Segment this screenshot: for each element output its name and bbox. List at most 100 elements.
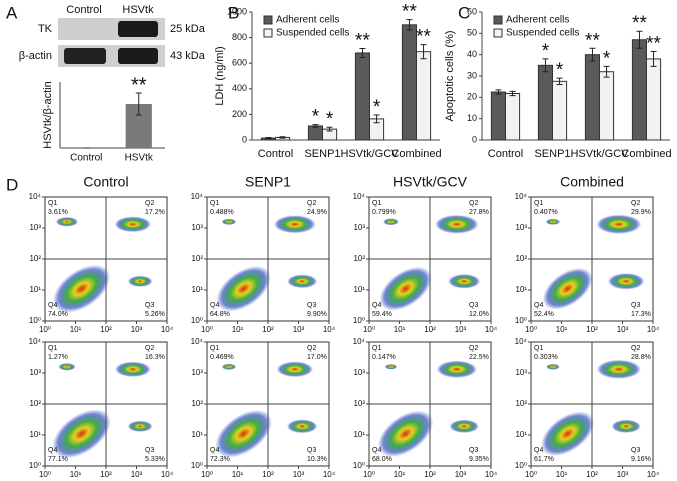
bar xyxy=(599,71,615,141)
quadrant-value: 68.0% xyxy=(372,456,392,463)
x-tick-label: 10⁰ xyxy=(39,325,51,334)
blot-size: 25 kDa xyxy=(170,23,206,35)
quadrant-value: 59.4% xyxy=(372,311,392,318)
x-tick-label: 10⁰ xyxy=(363,470,375,479)
quadrant-value: 17.2% xyxy=(145,209,165,216)
quadrant-value: 17.0% xyxy=(307,354,327,361)
quadrant-name: Q4 xyxy=(48,447,57,454)
x-tick-label: 10⁰ xyxy=(201,325,213,334)
plot-title: HSVtk/GCV xyxy=(393,174,468,190)
error-bar xyxy=(279,136,286,139)
y-tick-label: 10⁴ xyxy=(191,192,204,201)
quadrant-name: Q1 xyxy=(534,200,543,207)
x-tick-label: 10⁰ xyxy=(363,325,375,334)
y-tick-label: 0 xyxy=(242,134,247,144)
x-tick-label: Combined xyxy=(621,148,671,160)
quadrant-value: 9.35% xyxy=(469,456,489,463)
significance: * xyxy=(326,109,334,130)
cell-cloud xyxy=(276,361,314,378)
quadrant-name: Q4 xyxy=(372,302,381,309)
panel-label: C xyxy=(458,3,470,22)
error-bar xyxy=(406,19,413,31)
quadrant-name: Q2 xyxy=(631,345,640,352)
legend-label: Adherent cells xyxy=(276,15,339,26)
significance: ** xyxy=(355,30,370,51)
cell-cloud xyxy=(546,363,560,370)
blot-row-label: β-actin xyxy=(19,50,52,62)
lane-label: HSVtk xyxy=(122,4,154,16)
quadrant-name: Q3 xyxy=(469,302,478,309)
y-tick-label: 10⁰ xyxy=(191,461,203,470)
plot-title: Combined xyxy=(560,174,624,190)
y-tick-label: 40 xyxy=(467,49,477,59)
cell-cloud xyxy=(434,214,479,234)
x-tick-label: 10³ xyxy=(455,470,467,479)
quadrant-value: 24.9% xyxy=(307,209,327,216)
x-tick-label: 10¹ xyxy=(70,470,82,479)
y-tick-label: 1000 xyxy=(227,6,247,16)
quadrant-value: 5.26% xyxy=(145,311,165,318)
cell-cloud xyxy=(127,420,153,432)
y-tick-label: 10⁰ xyxy=(353,461,365,470)
x-tick-label: 10³ xyxy=(293,470,305,479)
blot-band xyxy=(118,21,158,37)
quadrant-name: Q4 xyxy=(210,447,219,454)
cell-cloud xyxy=(114,361,151,377)
y-tick-label: 10⁴ xyxy=(353,337,366,346)
quadrant-value: 0.799% xyxy=(372,209,396,216)
x-tick-label: 10⁴ xyxy=(485,470,498,479)
plot-title: Control xyxy=(83,174,128,190)
quadrant-value: 0.469% xyxy=(210,354,234,361)
cell-cloud xyxy=(114,216,152,233)
x-tick-label: HSVtk/GCV xyxy=(570,148,629,160)
y-tick-label: 10⁴ xyxy=(515,192,528,201)
cell-cloud xyxy=(541,411,595,457)
y-tick-label: 10⁴ xyxy=(191,337,204,346)
y-tick-label: 10⁰ xyxy=(191,316,203,325)
x-tick-label: 10⁴ xyxy=(323,325,336,334)
y-tick-label: 10³ xyxy=(191,368,203,377)
y-tick-label: 800 xyxy=(232,32,247,42)
y-tick-label: 10⁴ xyxy=(353,192,366,201)
quadrant-name: Q3 xyxy=(145,302,154,309)
x-tick-label: 10⁰ xyxy=(39,470,51,479)
bar xyxy=(631,39,648,141)
error-bar xyxy=(589,47,596,62)
cell-cloud xyxy=(52,264,111,313)
quadrant-name: Q3 xyxy=(469,447,478,454)
significance: ** xyxy=(402,2,417,23)
x-tick-label: 10² xyxy=(586,470,598,479)
cell-cloud xyxy=(384,364,398,370)
bar xyxy=(307,125,323,141)
cell-cloud xyxy=(449,419,479,433)
quadrant-value: 9.16% xyxy=(631,456,651,463)
y-tick-label: 10³ xyxy=(191,223,203,232)
cell-cloud xyxy=(273,215,316,234)
legend-label: Adherent cells xyxy=(506,15,569,26)
y-tick-label: 10³ xyxy=(515,223,527,232)
cell-cloud xyxy=(215,409,273,458)
significance: ** xyxy=(632,13,647,34)
quadrant-value: 0.488% xyxy=(210,209,234,216)
y-axis-label: Apoptotic cells (%) xyxy=(444,30,456,121)
y-tick-label: 10² xyxy=(353,399,365,408)
x-tick-label: 10¹ xyxy=(70,325,82,334)
quadrant-value: 17.3% xyxy=(631,311,651,318)
legend-swatch xyxy=(263,28,273,38)
bar xyxy=(490,91,506,141)
quadrant-name: Q2 xyxy=(307,200,316,207)
x-tick-label: 10² xyxy=(262,325,274,334)
x-tick-label: HSVtk xyxy=(125,153,154,164)
quadrant-name: Q1 xyxy=(372,200,381,207)
cell-cloud xyxy=(596,359,642,379)
bar xyxy=(401,24,417,141)
y-tick-label: 10⁴ xyxy=(515,337,528,346)
quadrant-value: 29.9% xyxy=(631,209,651,216)
y-tick-label: 10³ xyxy=(515,368,527,377)
quadrant-name: Q4 xyxy=(210,302,219,309)
quadrant-name: Q2 xyxy=(469,345,478,352)
x-tick-label: 10⁴ xyxy=(647,325,660,334)
significance: * xyxy=(603,48,611,69)
quadrant-name: Q2 xyxy=(307,345,316,352)
